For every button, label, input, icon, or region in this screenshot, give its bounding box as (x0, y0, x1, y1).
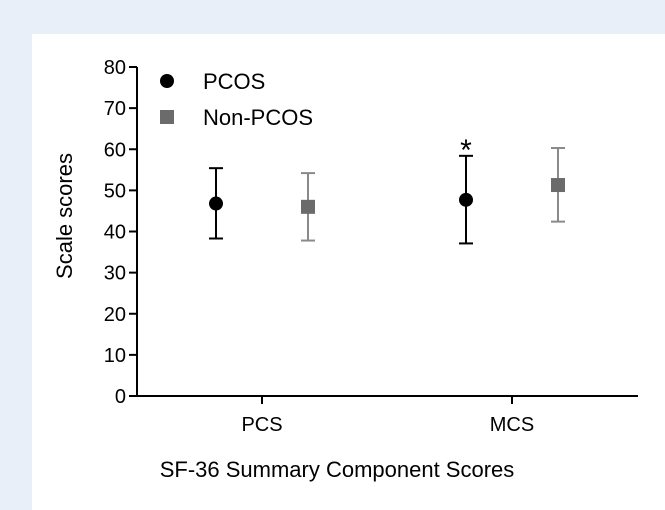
point-non-pcos (551, 178, 565, 193)
x-axis-title: SF-36 Summary Component Scores (160, 457, 515, 482)
x-tick-label-pcs: PCS (241, 414, 282, 436)
significance-asterisk: * (460, 134, 472, 167)
y-tick-label: 0 (115, 386, 126, 408)
y-tick-label: 10 (104, 345, 126, 367)
legend-label-non-pcos: Non-PCOS (203, 105, 313, 130)
y-tick-label: 60 (104, 139, 126, 161)
plot-area: 0 10 20 30 40 50 60 70 80 PCS MCS * PCOS Non-PCOS (104, 57, 638, 436)
legend-label-pcos: PCOS (203, 69, 265, 94)
x-tick-label-mcs: MCS (490, 414, 534, 436)
point-pcos (459, 192, 473, 207)
y-tick-label: 50 (104, 180, 126, 202)
y-tick-label: 70 (104, 98, 126, 120)
point-non-pcos (301, 199, 315, 214)
y-tick-label: 30 (104, 263, 126, 285)
y-axis-title: Scale scores (52, 153, 77, 279)
legend-marker-pcos (160, 74, 174, 88)
point-pcos (209, 196, 223, 211)
legend-marker-non-pcos (160, 110, 174, 124)
y-tick-label: 40 (104, 222, 126, 244)
y-tick-label: 20 (104, 304, 126, 326)
y-tick-label: 80 (104, 57, 126, 79)
